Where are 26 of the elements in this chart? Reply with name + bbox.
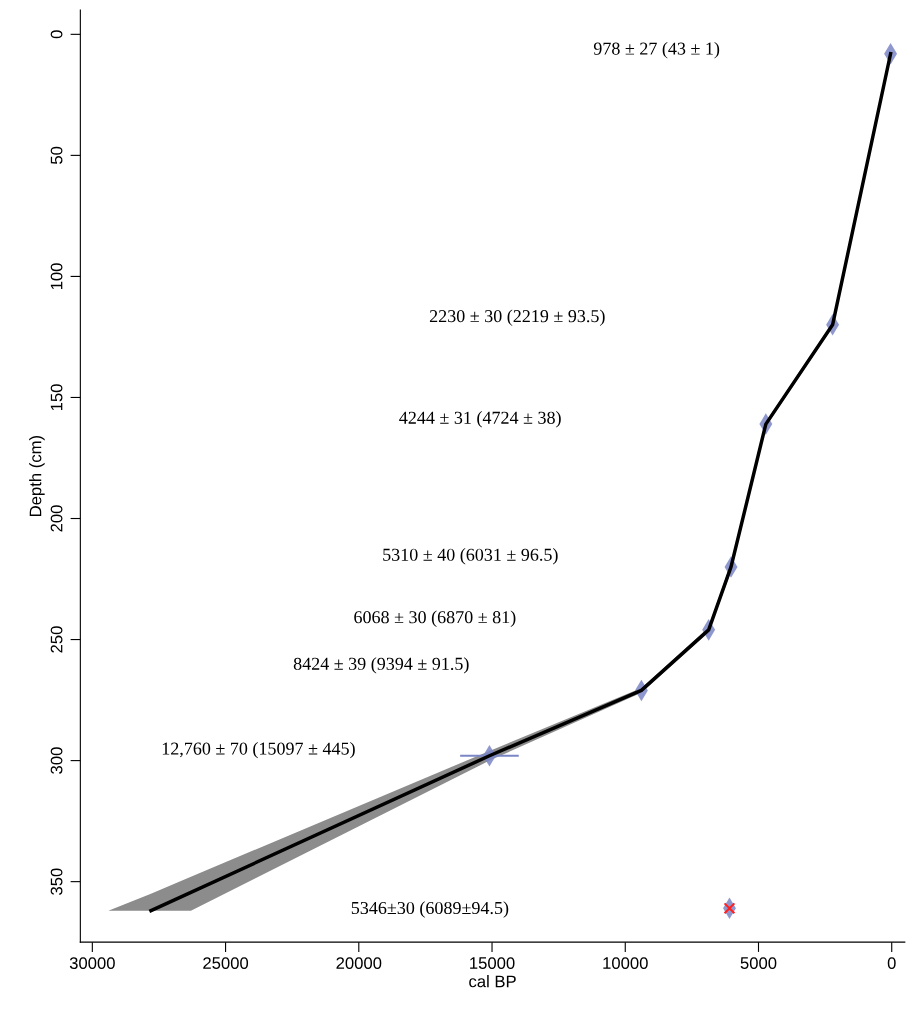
annotation: 5346±30 (6089±94.5) bbox=[351, 901, 509, 918]
annotation: 4244 ± 31 (4724 ± 38) bbox=[399, 411, 561, 428]
annotation: 6068 ± 30 (6870 ± 81) bbox=[354, 610, 516, 627]
x-tick-label: 30000 bbox=[69, 957, 115, 969]
point bbox=[723, 902, 736, 915]
y-tick-label: 350 bbox=[50, 868, 63, 895]
y-tick-label: 0 bbox=[50, 30, 63, 39]
y-tick-label: 300 bbox=[50, 747, 63, 774]
y-tick-label: 200 bbox=[50, 505, 63, 532]
y-tick-label: 50 bbox=[50, 146, 63, 164]
annotation: 978 ± 27 (43 ± 1) bbox=[593, 42, 720, 59]
annotation: 8424 ± 39 (9394 ± 91.5) bbox=[293, 657, 469, 674]
x-axis-title: cal BP bbox=[469, 975, 516, 988]
x-tick-label: 20000 bbox=[336, 957, 382, 969]
x-tick-label: 10000 bbox=[603, 957, 648, 969]
y-axis-title: Depth (cm) bbox=[29, 435, 45, 516]
annotation: 12,760 ± 70 (15097 ± 445) bbox=[162, 741, 355, 759]
x-tick-label: 5000 bbox=[740, 957, 777, 969]
x-tick-label: 15000 bbox=[470, 957, 515, 969]
x-tick-label: 25000 bbox=[203, 957, 249, 969]
annotation: 5310 ± 40 (6031 ± 96.5) bbox=[383, 548, 558, 565]
y-tick-label: 250 bbox=[50, 626, 63, 653]
y-tick-label: 100 bbox=[50, 263, 63, 290]
x-tick-label: 0 bbox=[887, 957, 896, 969]
annotation: 2230 ± 30 (2219 ± 93.5) bbox=[429, 309, 605, 326]
y-tick-label: 150 bbox=[50, 384, 63, 411]
